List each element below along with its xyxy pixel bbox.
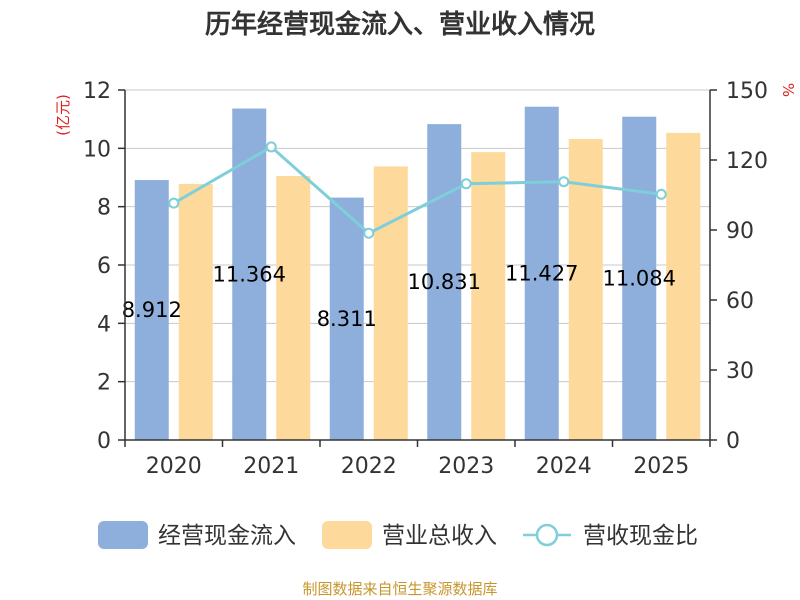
x-tick-label: 2020 [146, 454, 202, 479]
left-tick-label: 4 [97, 312, 111, 337]
bar [232, 108, 267, 441]
right-tick-label: 150 [726, 79, 768, 104]
legend-marker [535, 523, 559, 547]
ratio-point [363, 227, 375, 239]
x-tick-label: 2024 [536, 454, 592, 479]
data-labels: 8.912 11.364 8.311 10.831 11.427 11.084 [122, 261, 676, 330]
ratio-line-path [173, 145, 662, 236]
left-tick-label: 10 [83, 137, 111, 162]
legend-label: 营业总收入 [382, 523, 497, 549]
legend-label: 经营现金流入 [158, 523, 296, 549]
ratio-point [655, 188, 667, 200]
bar [568, 139, 603, 440]
bar [134, 180, 169, 441]
ratio-point [460, 178, 472, 190]
bar [666, 132, 701, 440]
x-tick-label: 2021 [243, 454, 299, 479]
right-tick-label: 60 [726, 289, 754, 314]
data-label: 8.912 [122, 298, 182, 322]
right-axis-unit: % [779, 83, 797, 97]
bar [524, 106, 559, 441]
bar [471, 152, 506, 440]
left-tick-label: 12 [83, 79, 111, 104]
left-axis-unit: (亿元) [54, 94, 72, 136]
legend-swatch [322, 521, 372, 549]
legend-swatch [98, 521, 148, 549]
bar [276, 176, 311, 440]
data-label: 11.084 [603, 266, 676, 290]
x-tick-label: 2025 [633, 454, 689, 479]
ratio-point [265, 141, 277, 153]
data-label: 11.427 [505, 261, 578, 285]
bar [373, 166, 408, 440]
bar [427, 124, 462, 441]
ratio-point [168, 197, 180, 209]
bars [134, 106, 701, 441]
ratio-point [558, 176, 570, 188]
left-tick-label: 8 [97, 196, 111, 221]
ratio-line [168, 141, 667, 239]
data-label: 8.311 [317, 307, 377, 331]
gridlines [125, 89, 710, 383]
x-tick-label: 2022 [341, 454, 397, 479]
source-note: 制图数据来自恒生聚源数据库 [302, 580, 497, 598]
data-label: 11.364 [213, 262, 286, 286]
x-tick-label: 2023 [438, 454, 494, 479]
bar [178, 183, 213, 440]
legend-label: 营收现金比 [583, 523, 698, 549]
bar [329, 197, 364, 440]
right-tick-label: 90 [726, 219, 754, 244]
left-tick-label: 2 [97, 371, 111, 396]
data-label: 10.831 [408, 270, 481, 294]
legend: 经营现金流入 营业总收入 营收现金比 [98, 521, 698, 549]
chart-title: 历年经营现金流入、营业收入情况 [205, 9, 595, 40]
left-tick-label: 6 [97, 254, 111, 279]
bar [622, 116, 657, 440]
right-tick-label: 30 [726, 359, 754, 384]
right-tick-label: 120 [726, 149, 768, 174]
left-tick-label: 0 [97, 429, 111, 454]
right-tick-label: 0 [726, 429, 740, 454]
